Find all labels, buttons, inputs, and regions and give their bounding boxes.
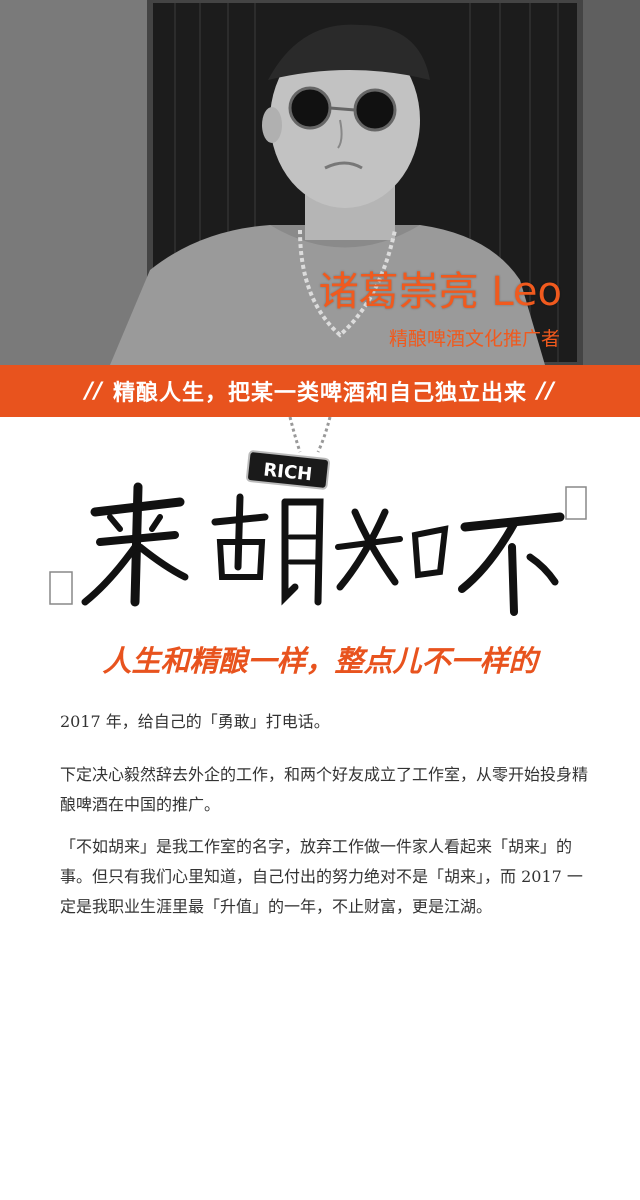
seal-stamps [49, 486, 587, 605]
hero-photo: 诸葛崇亮 Leo 精酿啤酒文化推广者 [0, 0, 640, 365]
banner-text: 精酿人生，把某一类啤酒和自己独立出来 [112, 381, 527, 406]
rich-pendant: RICH [246, 450, 330, 490]
calligraphy-artwork: RICH [0, 416, 640, 627]
paragraph-1: 2017 年，给自己的「勇敢」打电话。 [60, 712, 330, 731]
banner-slash-right: // [537, 378, 556, 404]
headline: 人生和精酿一样，整点儿不一样的 [102, 644, 538, 678]
paragraph-3: 「不如胡来」是我工作室的名字，放弃工作做一件家人看起来「胡来」的事。但只有我们心… [60, 837, 583, 916]
portrait-illustration [0, 0, 640, 365]
banner-slash-left: // [84, 378, 103, 404]
paragraph-2: 下定决心毅然辞去外企的工作，和两个好友成立了工作室，从零开始投身精酿啤酒在中国的… [60, 765, 589, 814]
tagline-banner: // 精酿人生，把某一类啤酒和自己独立出来 // [0, 365, 640, 417]
calligraphy-illustration: RICH [49, 416, 587, 616]
pendant-label: RICH [262, 459, 313, 485]
hero-name: 诸葛崇亮 Leo [318, 269, 562, 315]
hero-role: 精酿啤酒文化推广者 [388, 328, 560, 350]
